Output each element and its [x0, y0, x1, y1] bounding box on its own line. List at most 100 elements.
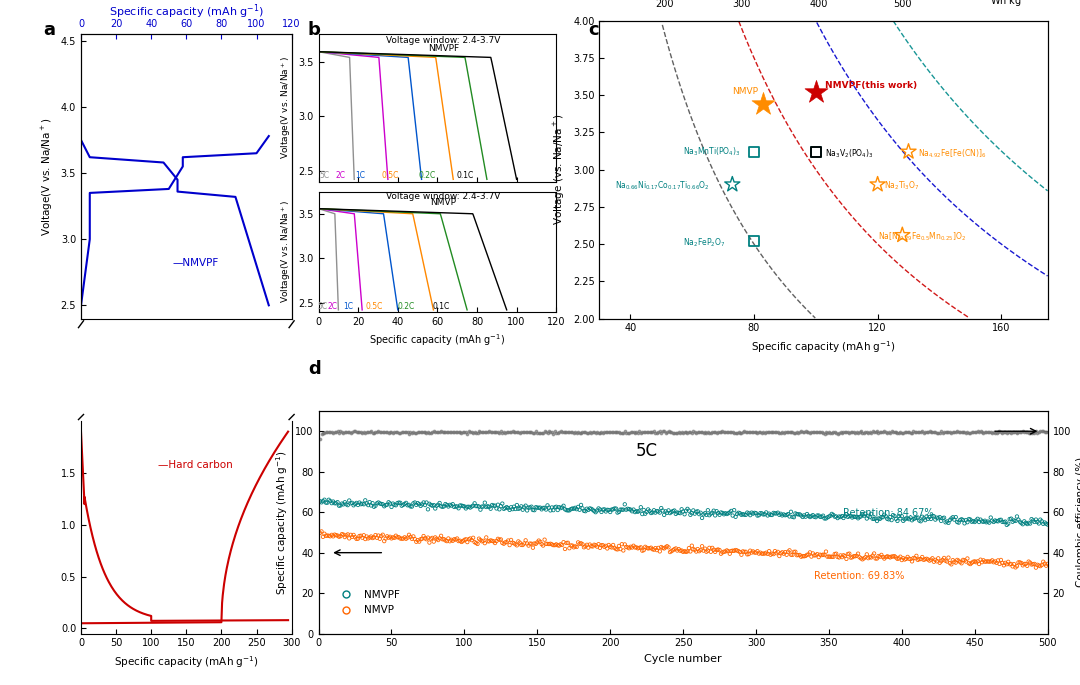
Point [752, 547, 769, 558]
Point [886, 551, 903, 562]
Point [364, 427, 381, 438]
Point [584, 541, 602, 552]
X-axis label: Specific capacity (mAh g$^{-1}$): Specific capacity (mAh g$^{-1}$) [752, 339, 895, 355]
Point [923, 510, 941, 521]
Point [606, 543, 623, 553]
Point [386, 532, 403, 543]
Point [602, 541, 619, 552]
Point [947, 557, 964, 568]
Point [1034, 560, 1051, 571]
Point [613, 504, 631, 515]
Point [984, 515, 1001, 526]
Point [638, 543, 656, 553]
Point [621, 427, 638, 438]
Point [636, 508, 653, 519]
Point [519, 502, 537, 513]
Point [376, 427, 393, 438]
Point [854, 427, 872, 438]
Point [950, 556, 968, 566]
Y-axis label: Voltage (vs. Na/Na$^+$): Voltage (vs. Na/Na$^+$) [552, 114, 567, 225]
Point [1010, 514, 1027, 525]
Point [577, 426, 594, 437]
Point [735, 547, 753, 558]
Point [876, 426, 893, 437]
Point [701, 510, 718, 521]
Point [851, 552, 868, 563]
Point [855, 427, 873, 438]
Point [694, 545, 712, 556]
Point [417, 427, 434, 438]
Point [961, 427, 978, 438]
Point [546, 425, 564, 436]
Point [836, 510, 853, 521]
Point [881, 552, 899, 563]
Point [531, 428, 549, 439]
Point [684, 508, 701, 519]
Point [752, 508, 769, 519]
Point [778, 510, 795, 521]
Point [1011, 426, 1028, 437]
Point [314, 532, 332, 543]
Point [873, 512, 890, 523]
Point [534, 504, 551, 515]
Point [364, 532, 381, 543]
Point [517, 500, 535, 511]
Point [632, 502, 649, 513]
Point [643, 508, 660, 519]
Point [450, 536, 468, 547]
Point [373, 426, 390, 437]
Point [913, 553, 930, 564]
Point [1020, 517, 1037, 528]
Point [953, 514, 970, 525]
Text: NMVP: NMVP [430, 198, 457, 207]
Point [939, 427, 956, 438]
Point [728, 427, 745, 438]
Point [692, 427, 710, 438]
Point [450, 503, 468, 514]
Point [726, 505, 743, 516]
Point [650, 543, 667, 553]
Point [592, 427, 609, 438]
Point [609, 544, 626, 555]
Point [829, 512, 847, 523]
Text: —NMVPF: —NMVPF [173, 258, 218, 268]
Point [597, 540, 615, 551]
Point [1009, 560, 1026, 571]
Point [976, 426, 994, 437]
Legend: NMVPF, NMVP: NMVPF, NMVP [332, 586, 405, 619]
Point [441, 536, 458, 547]
Point [821, 427, 838, 438]
Point [627, 427, 645, 438]
Point [645, 425, 662, 436]
Point [410, 427, 428, 438]
Point [1007, 515, 1024, 526]
Point [332, 426, 349, 437]
Point [553, 540, 570, 551]
Point [690, 509, 707, 520]
Point [672, 545, 689, 556]
Point [1024, 559, 1041, 570]
Point [360, 533, 377, 544]
Point [843, 512, 861, 523]
Point [956, 427, 973, 438]
Point [539, 500, 556, 511]
Point [765, 508, 782, 519]
Point [616, 426, 633, 437]
Point [1009, 511, 1026, 522]
Point [759, 427, 777, 438]
Point [940, 426, 957, 437]
Point [879, 427, 896, 438]
Point [457, 426, 474, 437]
Point [693, 512, 711, 523]
Point [477, 501, 495, 512]
Point [710, 427, 727, 438]
Point [727, 427, 744, 438]
Point [602, 426, 619, 437]
Point [903, 515, 920, 526]
Point [685, 426, 702, 437]
Point [432, 425, 449, 436]
Point [626, 542, 644, 553]
Point [510, 503, 527, 514]
Point [826, 426, 843, 437]
Point [885, 427, 902, 438]
